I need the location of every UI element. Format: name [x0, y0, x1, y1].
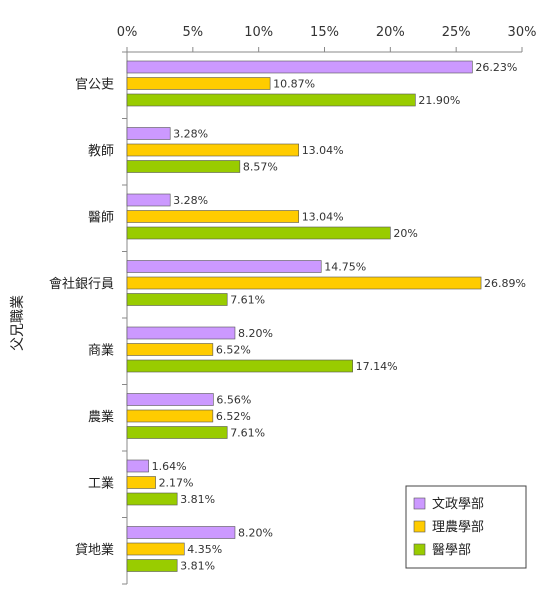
bar — [126, 409, 214, 423]
legend-label: 理農學部 — [432, 520, 484, 535]
bar — [126, 127, 171, 140]
bar — [126, 77, 271, 90]
bar — [126, 226, 391, 240]
x-tick-label: 25% — [442, 25, 471, 40]
bar — [126, 343, 214, 356]
data-label: 21.90% — [418, 94, 460, 107]
data-label: 3.28% — [173, 128, 208, 141]
y-tick-label: 農業 — [88, 409, 114, 425]
data-label: 3.81% — [180, 560, 215, 573]
bar — [126, 193, 171, 207]
data-label: 1.64% — [152, 460, 187, 473]
data-label: 8.20% — [238, 327, 273, 340]
bar — [126, 426, 228, 439]
y-axis-title: 父兄職業 — [10, 295, 26, 351]
data-label: 2.17% — [159, 477, 194, 490]
data-label: 6.52% — [216, 344, 251, 357]
bar — [126, 476, 156, 489]
y-tick-label: 商業 — [88, 343, 114, 359]
bar — [126, 492, 178, 506]
bar — [126, 60, 473, 74]
bar — [126, 326, 236, 340]
y-tick-label: 貸地業 — [75, 542, 114, 558]
bar — [126, 359, 353, 373]
data-label: 3.28% — [173, 194, 208, 207]
y-tick-label: 醫師 — [88, 211, 114, 226]
bar — [126, 210, 299, 223]
y-tick-label: 工業 — [88, 476, 114, 492]
data-label: 13.04% — [302, 144, 344, 157]
data-label: 8.57% — [243, 161, 278, 174]
x-tick-label: 30% — [508, 25, 537, 40]
x-tick-label: 15% — [310, 25, 339, 40]
x-tick-label: 5% — [183, 25, 204, 40]
x-tick-label: 20% — [376, 25, 405, 40]
legend-swatch — [413, 543, 426, 556]
data-label: 20% — [393, 227, 417, 240]
bar — [126, 559, 178, 572]
bar — [126, 393, 214, 406]
y-tick-label: 官公吏 — [75, 77, 114, 93]
legend-label: 醫學部 — [432, 543, 471, 558]
bar — [126, 93, 416, 107]
data-label: 13.04% — [302, 211, 344, 224]
legend-swatch — [413, 497, 426, 510]
bar — [126, 293, 228, 306]
x-tick-label: 0% — [117, 25, 138, 40]
data-label: 8.20% — [238, 527, 273, 540]
bar — [126, 542, 185, 556]
legend-swatch — [413, 520, 426, 533]
data-label: 3.81% — [180, 493, 215, 506]
y-tick-label: 會社銀行員 — [49, 276, 114, 292]
data-label: 14.75% — [324, 261, 366, 274]
legend-box — [405, 485, 527, 569]
data-label: 6.52% — [216, 410, 251, 423]
data-label: 26.89% — [484, 277, 526, 290]
bar — [126, 260, 322, 273]
bar — [126, 526, 236, 539]
data-label: 7.61% — [230, 427, 265, 440]
bar — [126, 459, 149, 473]
data-label: 7.61% — [230, 294, 265, 307]
data-label: 6.56% — [216, 394, 251, 407]
bar — [126, 160, 241, 173]
y-tick-label: 教師 — [88, 143, 114, 159]
bar — [126, 143, 299, 157]
bar — [126, 276, 482, 290]
x-tick-label: 10% — [244, 25, 273, 40]
legend-label: 文政學部 — [432, 497, 484, 512]
data-label: 4.35% — [187, 543, 222, 556]
data-label: 26.23% — [475, 61, 517, 74]
data-label: 17.14% — [356, 360, 398, 373]
data-label: 10.87% — [273, 78, 315, 91]
